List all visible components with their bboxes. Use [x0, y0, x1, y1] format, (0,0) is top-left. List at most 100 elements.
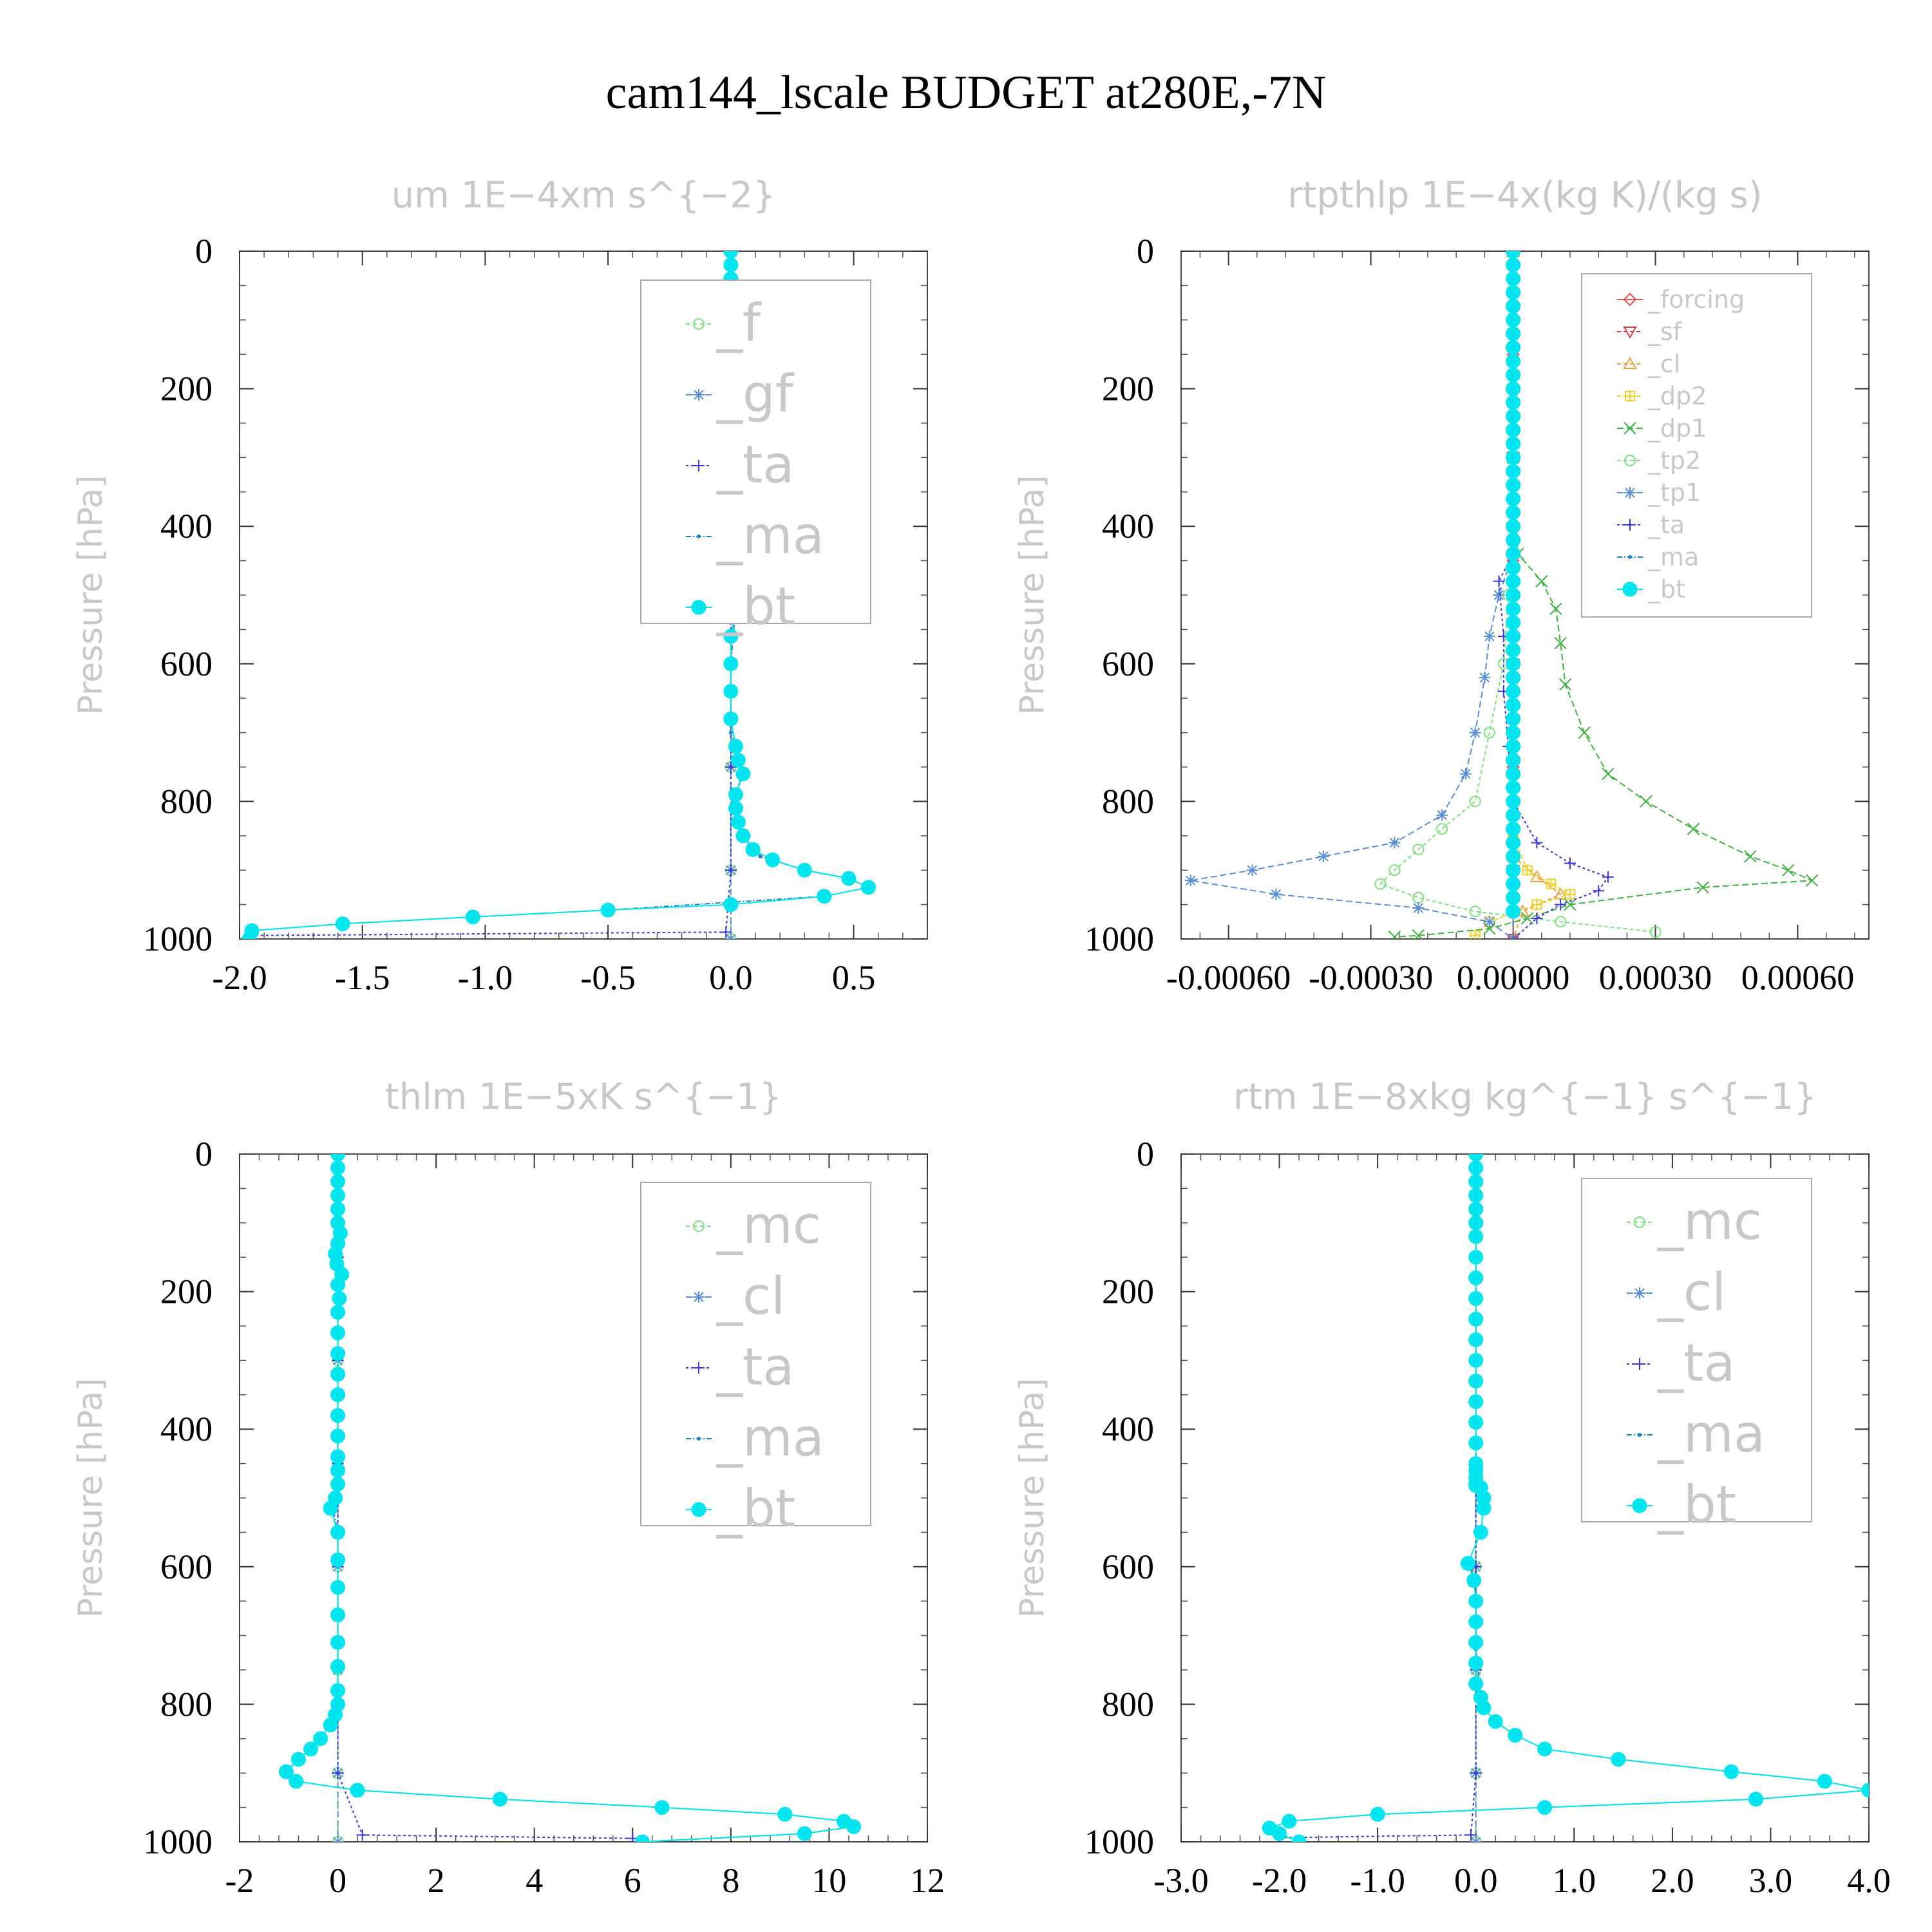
- data-point: [1388, 837, 1401, 849]
- data-point: [1530, 869, 1544, 882]
- legend-label: _mc: [1657, 1191, 1762, 1251]
- data-point: [1521, 864, 1533, 876]
- data-point: [745, 842, 761, 857]
- data-point: [330, 1449, 346, 1464]
- x-tick-label: 2: [428, 1861, 445, 1900]
- data-point: [330, 1408, 346, 1423]
- x-tick-label: -2: [225, 1861, 254, 1900]
- data-point: [1564, 898, 1577, 911]
- panel-4: rtm 1E−8xkg kg^{−1} s^{−1} -3.0 -2.0 -1.0 0.…: [1013, 1076, 1891, 1900]
- x-tick-label: -0.00030: [1309, 958, 1433, 997]
- legend-entry: _gf: [686, 364, 795, 424]
- x-tick-label: 4: [526, 1861, 543, 1900]
- data-point: [1545, 878, 1557, 890]
- y-tick-label: 1000: [1084, 920, 1154, 958]
- data-point: [330, 1387, 346, 1403]
- y-tick-label: 400: [1102, 1410, 1154, 1448]
- legend-label: _ta: [716, 1337, 794, 1397]
- data-point: [1506, 725, 1521, 741]
- data-point: [332, 1291, 347, 1306]
- data-point: [330, 1174, 346, 1189]
- data-point: [1506, 766, 1521, 782]
- data-point: [1468, 1614, 1484, 1629]
- data-point: [1723, 1764, 1739, 1779]
- series-bt: [278, 1154, 862, 1842]
- data-point: [330, 1659, 346, 1674]
- x-tick-label: 0.00060: [1741, 958, 1855, 997]
- data-point: [1506, 560, 1521, 575]
- panels: um 1E−4xm s^{−2} -2.0 -1.5 -1.0 -0.5 0.0 0.5 0 2…: [71, 175, 1891, 1900]
- data-point: [278, 1764, 294, 1779]
- x-tick-label: -2.0: [1252, 1861, 1307, 1900]
- data-point: [1483, 726, 1495, 739]
- x-tick-label: 0: [329, 1861, 346, 1900]
- legend-label: _cl: [716, 1266, 785, 1326]
- data-point: [1468, 1311, 1484, 1327]
- data-point: [1506, 601, 1521, 616]
- data-point: [1506, 849, 1521, 864]
- legend-entry: _ta: [1617, 511, 1685, 539]
- data-point: [797, 862, 812, 878]
- x-tick-label: -1.5: [335, 958, 390, 997]
- legend-entry: _ta: [1627, 1333, 1735, 1393]
- legend-label: _gf: [716, 364, 795, 424]
- x-tick-label: -1.0: [1350, 1861, 1405, 1900]
- data-point: [289, 1774, 304, 1789]
- data-point: [330, 1607, 346, 1623]
- x-tick-label: -0.00060: [1166, 958, 1291, 997]
- legend-entry: _ma: [1617, 543, 1699, 571]
- legend-entry: _f: [686, 293, 762, 353]
- data-point: [1506, 629, 1521, 644]
- legend-label: _dp1: [1647, 414, 1707, 442]
- data-point: [1412, 844, 1425, 856]
- data-point: [1184, 875, 1197, 887]
- y-tick-label: 800: [160, 782, 213, 820]
- legend-label: _ma: [1657, 1404, 1765, 1464]
- legend: _mc _cl _ta _ma _bt: [1581, 1178, 1812, 1535]
- x-tick-label: 0.0: [1454, 1861, 1498, 1900]
- data-point: [1511, 937, 1515, 939]
- data-point: [1593, 885, 1605, 897]
- legend-swatch-marker: [1623, 356, 1637, 369]
- data-point: [323, 1717, 338, 1732]
- y-tick-label: 0: [1137, 232, 1154, 270]
- data-point: [1468, 1174, 1484, 1189]
- data-point: [1564, 857, 1576, 869]
- panel-title: rtpthlp 1E−4x(kg K)/(kg s): [1287, 175, 1762, 216]
- data-point: [1468, 1229, 1484, 1244]
- data-point: [1468, 1291, 1484, 1306]
- data-point: [1805, 874, 1819, 887]
- data-point: [1508, 1727, 1523, 1743]
- x-tick-label: 4.0: [1847, 1861, 1891, 1900]
- legend-swatch-marker: [1634, 1358, 1645, 1370]
- data-point: [242, 931, 257, 939]
- legend-entry: _ma: [686, 506, 824, 565]
- data-point: [1506, 739, 1521, 754]
- data-point: [1506, 752, 1521, 768]
- series-layer: [1262, 1154, 1869, 1842]
- data-point: [730, 752, 746, 768]
- data-point: [1270, 888, 1282, 900]
- panel-2: rtpthlp 1E−4x(kg K)/(kg s) -0.00060 -0.000…: [1013, 175, 1870, 997]
- legend-entry: _tp1: [1617, 478, 1701, 507]
- data-point: [1696, 881, 1709, 894]
- data-point: [735, 766, 751, 782]
- series-line: [1498, 251, 1609, 939]
- data-point: [330, 1463, 346, 1478]
- x-tick-label: -1.0: [458, 958, 513, 997]
- legend-box: [1581, 1178, 1812, 1522]
- data-point: [1506, 326, 1521, 341]
- legend: _mc _cl _ta _ma _bt: [640, 1182, 871, 1539]
- series-line: [1394, 251, 1812, 938]
- data-point: [465, 909, 480, 925]
- x-tick-label: 3.0: [1749, 1861, 1793, 1900]
- data-point: [1488, 1714, 1503, 1729]
- data-point: [1506, 395, 1521, 410]
- y-tick-label: 600: [1102, 1548, 1154, 1586]
- legend-box: [1581, 273, 1812, 618]
- legend-label: _ta: [1657, 1333, 1735, 1393]
- data-point: [330, 1346, 346, 1361]
- panel-title: um 1E−4xm s^{−2}: [392, 175, 776, 216]
- legend: _f _gf _ta _ma _bt: [640, 279, 871, 636]
- data-point: [1531, 837, 1543, 849]
